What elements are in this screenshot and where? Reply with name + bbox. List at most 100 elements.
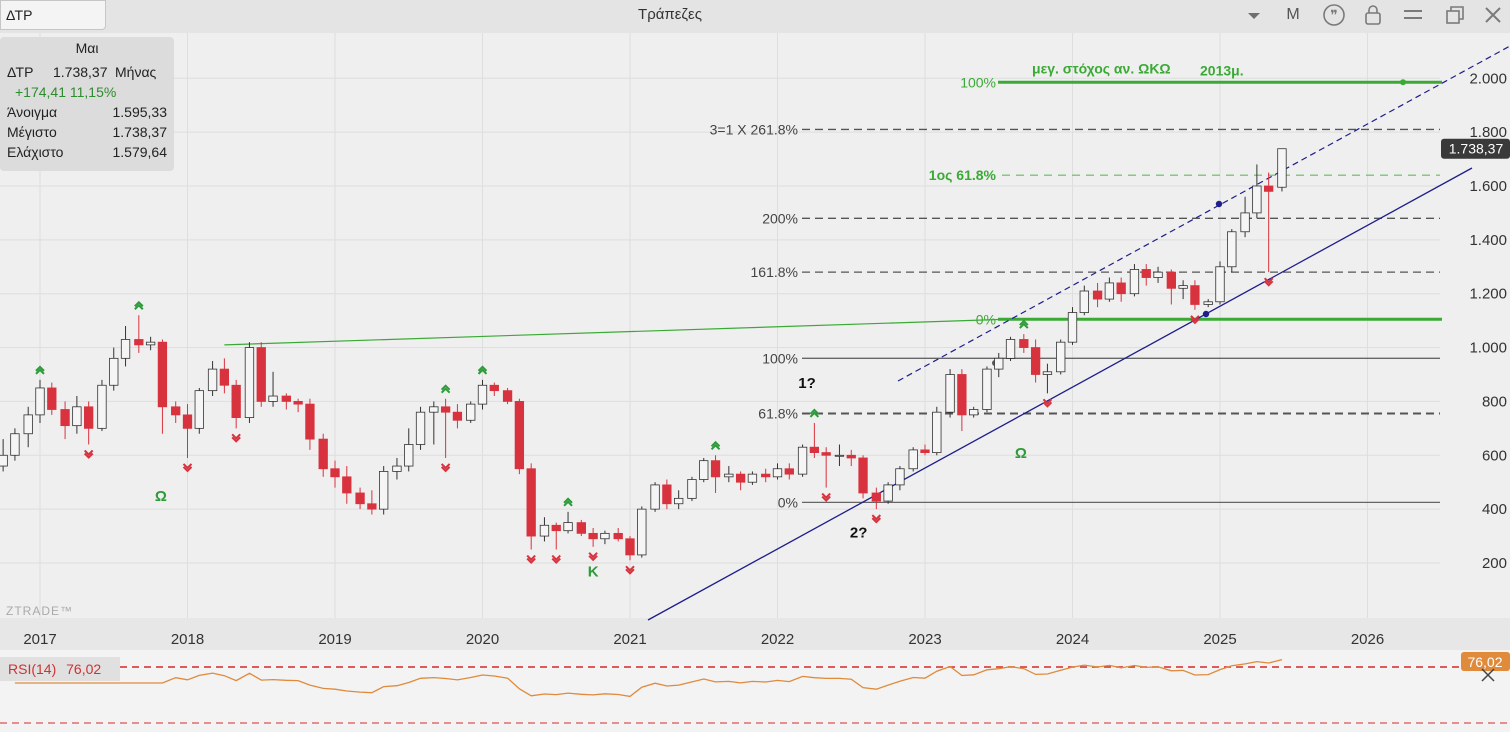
x-tick-label: 2018: [171, 631, 204, 648]
ohlc-info-box: Μαι ΔΤΡ 1.738,37 Μήνας +174,41 11,15% Άν…: [0, 37, 174, 171]
swing-low-chevron-icon: [588, 552, 598, 562]
candle-body: [1264, 185, 1274, 192]
wave-annotation: 2?: [850, 524, 868, 541]
candle-body: [1240, 212, 1250, 233]
candle-body: [1005, 339, 1016, 359]
candle-body: [47, 387, 57, 410]
candle-body: [539, 524, 550, 537]
info-low: 1.579,64: [112, 144, 168, 160]
y-tick-label: 400: [1482, 501, 1507, 518]
candle-body: [637, 508, 647, 556]
wave-annotation: Ω: [1015, 445, 1027, 462]
candle-body: [10, 433, 20, 456]
y-tick-label: 200: [1482, 555, 1507, 572]
candle-body: [1129, 269, 1140, 295]
x-tick-label: 2022: [761, 631, 794, 648]
swing-high-chevron-icon: [477, 365, 488, 375]
candle-body: [379, 471, 389, 510]
y-tick-label: 1.800: [1469, 124, 1507, 141]
x-tick-label: 2017: [23, 631, 56, 648]
fib-level-label: 3=1 X 261.8%: [710, 121, 798, 137]
last-price-label: 1.738,37: [1449, 141, 1504, 157]
swing-low-chevron-icon: [1190, 315, 1200, 325]
candle-body: [1178, 285, 1188, 289]
close-icon[interactable]: [1480, 3, 1506, 27]
x-tick-label: 2020: [466, 631, 499, 648]
top-bar: ΔΤΡ Τράπεζες M ❞: [0, 0, 1510, 34]
green-zero-label: 0%: [976, 311, 996, 327]
info-low-label: Ελάχιστο: [7, 144, 64, 160]
wave-annotation: 1?: [798, 375, 816, 392]
symbol-input[interactable]: ΔΤΡ: [0, 0, 106, 30]
window-restore-icon[interactable]: [1442, 3, 1468, 27]
swing-low-chevron-icon: [1042, 398, 1053, 408]
info-month: Μαι: [75, 40, 99, 56]
candle-body: [1190, 285, 1200, 305]
candle-body: [1277, 148, 1287, 188]
candle-body: [1166, 271, 1176, 289]
fib-level-label: 161.8%: [751, 264, 798, 280]
channel-upper-line: [897, 45, 1510, 382]
candle-body: [735, 473, 746, 483]
candle-body: [477, 384, 488, 405]
period-button[interactable]: M: [1286, 6, 1300, 23]
info-change: +174,41 11,15%: [15, 84, 117, 100]
candle-body: [502, 390, 513, 402]
candle-body: [895, 468, 905, 486]
swing-high-chevron-icon: [440, 384, 451, 394]
candle-body: [772, 468, 783, 478]
y-tick-label: 800: [1482, 393, 1507, 410]
candle-body: [969, 409, 979, 416]
quote-icon[interactable]: ❞: [1321, 3, 1347, 27]
candle-body: [367, 503, 377, 510]
x-axis-band: [0, 618, 1510, 650]
candle-body: [1067, 312, 1078, 343]
candle-body: [171, 406, 181, 416]
chevron-down-icon[interactable]: [1241, 3, 1267, 27]
candle-body: [1104, 282, 1115, 300]
fib-level-label: 200%: [762, 210, 798, 226]
candle-body: [1203, 301, 1213, 305]
candle-body: [1092, 290, 1103, 300]
ztrade-logo: ZTRADE™: [6, 604, 73, 618]
candle-body: [761, 473, 771, 478]
info-high-label: Μέγιστο: [7, 124, 57, 140]
green-trend-line: [224, 318, 1007, 346]
price-chart[interactable]: 200 400 600 800 1.000 1.200 1.400 1.600 1.800 2.0…: [0, 33, 1510, 732]
candle-body: [466, 403, 476, 421]
candle-body: [97, 384, 107, 429]
y-tick-label: 600: [1482, 447, 1507, 464]
candle-body: [330, 468, 340, 478]
swing-low-chevron-icon: [1263, 277, 1274, 287]
candle-body: [194, 390, 204, 429]
menu-icon[interactable]: [1400, 3, 1426, 27]
candle-body: [724, 473, 734, 478]
channel-point: [1215, 200, 1223, 208]
rsi-value-badge: [1461, 652, 1510, 671]
candle-body: [821, 452, 831, 456]
lock-icon[interactable]: [1360, 3, 1386, 27]
candle-body: [1042, 371, 1053, 375]
fib-level-label: 0%: [778, 494, 798, 510]
candle-body: [994, 357, 1004, 370]
info-open: 1.595,33: [112, 104, 168, 120]
candle-body: [514, 401, 525, 470]
candle-body: [650, 484, 660, 510]
candle-body: [883, 484, 893, 502]
candle-body: [1056, 341, 1066, 373]
rsi-value: 76,02: [66, 661, 102, 677]
candle-body: [1116, 282, 1126, 295]
swing-high-chevron-icon: [35, 365, 45, 375]
rsi-label: RSI(14) 76,02: [0, 657, 120, 681]
target-text: μεγ. στόχος αν. ΩΚΩ: [1032, 60, 1171, 76]
candle-body: [305, 403, 315, 440]
candle-body: [945, 374, 955, 413]
candle-body: [1215, 266, 1225, 303]
candle-body: [747, 473, 758, 483]
candle-body: [920, 449, 930, 453]
swing-low-chevron-icon: [551, 554, 561, 564]
candle-body: [109, 357, 119, 386]
swing-high-chevron-icon: [809, 408, 820, 418]
x-tick-label: 2024: [1056, 631, 1089, 648]
swing-low-chevron-icon: [83, 449, 94, 459]
